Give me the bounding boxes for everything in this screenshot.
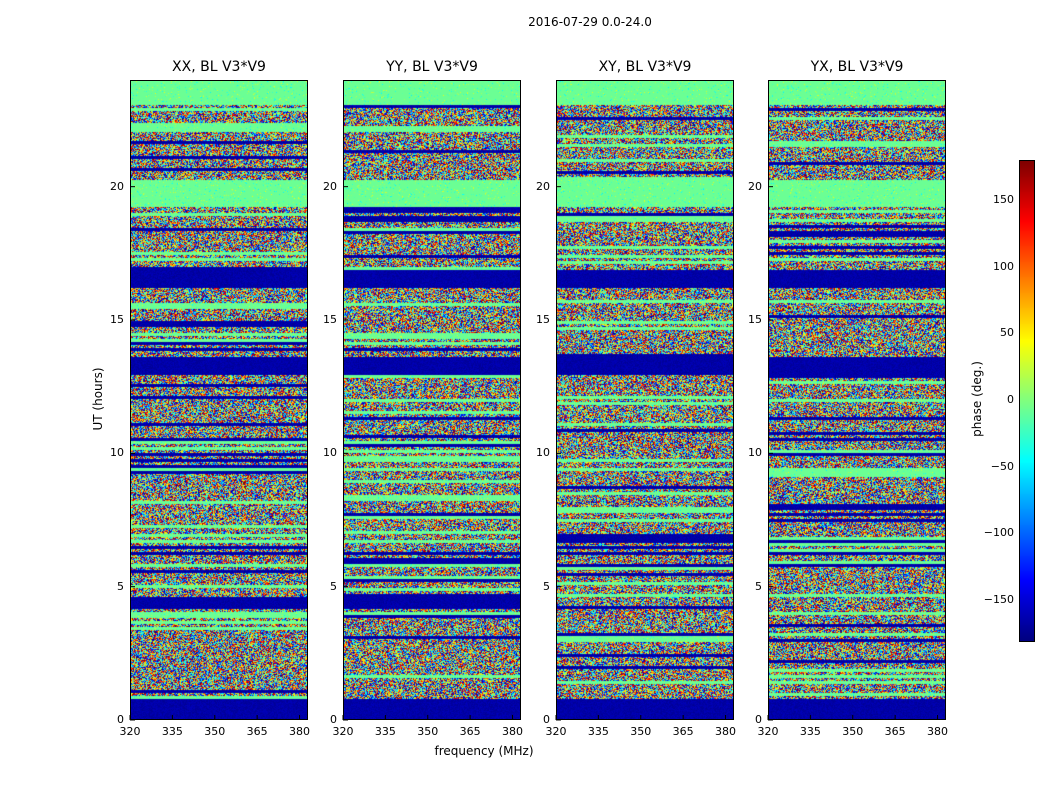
- y-tick-label: 15: [323, 313, 337, 326]
- panel-title: YX, BL V3*V9: [810, 59, 904, 75]
- phase-heatmap: [556, 80, 734, 720]
- y-tick-label: 0: [117, 713, 124, 726]
- colorbar-tick-label: 100: [993, 259, 1014, 273]
- y-tick-label: 5: [330, 579, 337, 593]
- x-tick-label: 335: [587, 725, 609, 738]
- x-tick-label: 380: [289, 725, 311, 738]
- panel-title: YY, BL V3*V9: [386, 59, 478, 75]
- y-tick-label: 20: [323, 179, 337, 193]
- x-tick-label: 365: [672, 725, 694, 738]
- colorbar-tick-label: 0: [1007, 393, 1014, 406]
- y-tick-label: 20: [536, 179, 550, 193]
- y-tick-label: 5: [543, 579, 550, 593]
- x-tick-label: 380: [715, 725, 737, 738]
- y-tick-label: 0: [330, 713, 337, 726]
- x-tick-label: 335: [374, 725, 396, 738]
- x-tick-label: 320: [545, 725, 567, 738]
- x-tick-label: 335: [799, 725, 821, 738]
- phase-heatmap: [130, 80, 308, 720]
- phase-heatmap: [343, 80, 521, 720]
- panel-title: XY, BL V3*V9: [598, 59, 692, 75]
- x-tick-label: 320: [119, 725, 141, 738]
- colorbar-label: phase (deg.): [970, 361, 984, 437]
- y-tick-label: 10: [323, 446, 337, 460]
- x-tick-label: 320: [332, 725, 354, 738]
- colorbar-tick-label: −50: [990, 459, 1014, 473]
- x-tick-label: 380: [927, 725, 949, 738]
- y-tick-label: 15: [110, 313, 124, 326]
- y-tick-label: 10: [536, 446, 550, 460]
- phase-heatmap: [768, 80, 946, 720]
- x-tick-label: 365: [246, 725, 268, 738]
- colorbar-tick-label: 150: [993, 193, 1014, 206]
- y-tick-label: 0: [543, 713, 550, 726]
- y-tick-label: 10: [748, 446, 762, 460]
- y-tick-label: 20: [110, 179, 124, 193]
- y-tick-label: 0: [755, 713, 762, 726]
- colorbar: [1019, 160, 1035, 642]
- colorbar-tick-label: −100: [983, 526, 1014, 540]
- panel-title: XX, BL V3*V9: [172, 59, 266, 75]
- y-tick-label: 15: [748, 313, 762, 326]
- y-axis-label: UT (hours): [91, 367, 105, 431]
- x-tick-label: 320: [757, 725, 779, 738]
- y-tick-label: 10: [110, 446, 124, 460]
- x-tick-label: 365: [884, 725, 906, 738]
- x-axis-label: frequency (MHz): [434, 744, 534, 758]
- y-tick-label: 5: [117, 579, 124, 593]
- x-tick-label: 365: [459, 725, 481, 738]
- x-tick-label: 350: [417, 725, 439, 738]
- x-tick-label: 350: [204, 725, 226, 738]
- x-tick-label: 350: [842, 725, 864, 738]
- x-tick-label: 335: [161, 725, 183, 738]
- x-tick-label: 350: [630, 725, 652, 738]
- y-tick-label: 20: [748, 179, 762, 193]
- x-tick-label: 380: [502, 725, 524, 738]
- suptitle: 2016-07-29 0.0-24.0: [528, 15, 652, 29]
- colorbar-tick-label: −150: [983, 593, 1014, 606]
- colorbar-tick-label: 50: [1000, 326, 1014, 340]
- y-tick-label: 15: [536, 313, 550, 326]
- y-tick-label: 5: [755, 579, 762, 593]
